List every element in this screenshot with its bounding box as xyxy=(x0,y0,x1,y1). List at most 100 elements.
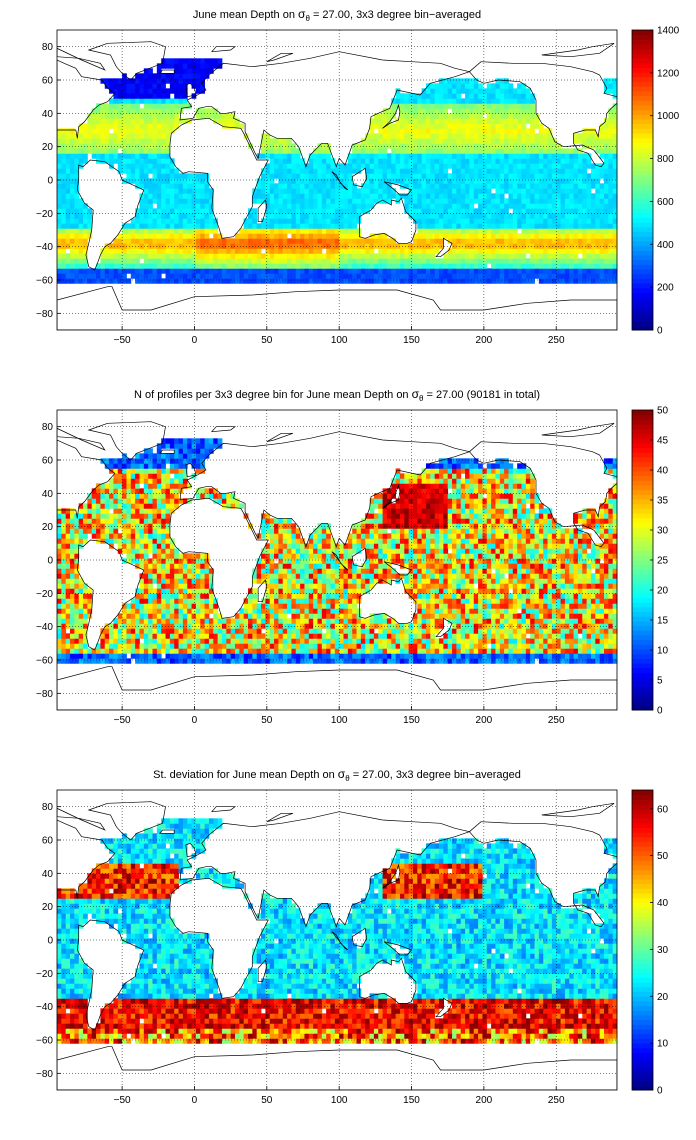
heatmap-cell xyxy=(78,223,84,229)
heatmap-cell xyxy=(456,88,462,94)
heatmap-cell xyxy=(508,648,514,654)
heatmap-cell xyxy=(74,153,80,159)
heatmap-cell xyxy=(603,268,609,274)
heatmap-cell xyxy=(239,248,245,254)
heatmap-cell xyxy=(460,278,466,284)
heatmap-cell xyxy=(569,648,574,654)
heatmap-cell xyxy=(465,93,470,99)
heatmap-cell xyxy=(256,278,262,284)
heatmap-cell xyxy=(530,208,535,214)
heatmap-cell xyxy=(495,148,501,154)
heatmap-cell xyxy=(573,278,579,284)
heatmap-cell xyxy=(408,178,414,184)
heatmap-cell xyxy=(612,103,618,109)
heatmap-cell xyxy=(287,178,292,184)
heatmap-cell xyxy=(391,188,396,194)
heatmap-cell xyxy=(447,118,453,124)
heatmap-cell xyxy=(404,143,410,149)
heatmap-cell xyxy=(291,633,297,639)
heatmap-cell xyxy=(295,623,301,629)
heatmap-cell xyxy=(425,628,431,634)
heatmap-cell xyxy=(452,658,457,664)
heatmap-cell xyxy=(143,278,149,284)
heatmap-cell xyxy=(169,63,175,69)
heatmap-cell xyxy=(252,253,258,259)
heatmap-cell xyxy=(287,188,292,194)
heatmap-cell xyxy=(517,133,522,139)
heatmap-cell xyxy=(91,143,97,149)
heatmap-cell xyxy=(261,138,266,144)
heatmap-cell xyxy=(143,213,149,219)
heatmap-cell xyxy=(256,618,262,624)
heatmap-cell xyxy=(156,83,162,89)
heatmap-cell xyxy=(517,143,522,149)
heatmap-cell xyxy=(386,158,392,164)
heatmap-cell xyxy=(560,213,566,219)
heatmap-cell xyxy=(495,268,501,274)
heatmap-cell xyxy=(603,138,609,144)
heatmap-cell xyxy=(269,238,275,244)
heatmap-cell xyxy=(538,193,544,199)
heatmap-cell xyxy=(139,143,145,149)
heatmap-cell xyxy=(169,258,175,264)
heatmap-cell xyxy=(109,148,114,154)
heatmap-cell xyxy=(139,243,145,249)
heatmap-cell xyxy=(291,208,297,214)
heatmap-cell xyxy=(61,163,67,169)
heatmap-cell xyxy=(174,263,179,269)
heatmap-cell xyxy=(534,638,540,644)
heatmap-cell xyxy=(221,238,227,244)
heatmap-cell xyxy=(373,198,379,204)
heatmap-cell xyxy=(369,243,375,249)
heatmap-cell xyxy=(378,233,383,239)
heatmap-cell xyxy=(373,133,379,139)
heatmap-cell xyxy=(256,183,262,189)
heatmap-cell xyxy=(603,198,609,204)
heatmap-cell xyxy=(178,253,184,259)
heatmap-cell xyxy=(230,248,236,254)
heatmap-cell xyxy=(452,193,457,199)
heatmap-cell xyxy=(109,133,114,139)
heatmap-cell xyxy=(182,103,188,109)
heatmap-cell xyxy=(425,263,431,269)
heatmap-cell xyxy=(287,258,292,264)
heatmap-cell xyxy=(313,213,318,219)
heatmap-cell xyxy=(217,648,223,654)
heatmap-cell xyxy=(356,253,362,259)
heatmap-cell xyxy=(369,253,375,259)
heatmap-cell xyxy=(421,243,427,249)
heatmap-cell xyxy=(326,153,331,159)
heatmap-cell xyxy=(525,88,531,94)
heatmap-cell xyxy=(143,113,149,119)
heatmap-cell xyxy=(521,658,527,664)
heatmap-cell xyxy=(265,238,271,244)
heatmap-cell xyxy=(339,183,344,189)
heatmap-cell xyxy=(512,88,518,94)
heatmap-cell xyxy=(248,248,253,254)
heatmap-cell xyxy=(473,133,479,139)
heatmap-cell xyxy=(417,153,423,159)
heatmap-cell xyxy=(87,118,93,124)
heatmap-cell xyxy=(599,253,605,259)
heatmap-cell xyxy=(278,178,284,184)
heatmap-cell xyxy=(465,158,470,164)
heatmap-cell xyxy=(165,268,171,274)
heatmap-cell xyxy=(577,178,583,184)
heatmap-cell xyxy=(386,198,392,204)
heatmap-cell xyxy=(248,273,253,279)
heatmap-cell xyxy=(582,623,588,629)
heatmap-cell xyxy=(439,643,444,649)
heatmap-cell xyxy=(334,278,340,284)
heatmap-cell xyxy=(590,133,596,139)
heatmap-cell xyxy=(508,178,514,184)
heatmap-cell xyxy=(143,233,149,239)
heatmap-cell xyxy=(365,163,370,169)
heatmap-cell xyxy=(352,158,357,164)
heatmap-cell xyxy=(421,188,427,194)
heatmap-cell xyxy=(373,118,379,124)
heatmap-cell xyxy=(274,243,279,249)
heatmap-cell xyxy=(156,73,162,79)
heatmap-cell xyxy=(148,118,153,124)
heatmap-cell xyxy=(365,633,370,639)
heatmap-cell xyxy=(282,258,288,264)
